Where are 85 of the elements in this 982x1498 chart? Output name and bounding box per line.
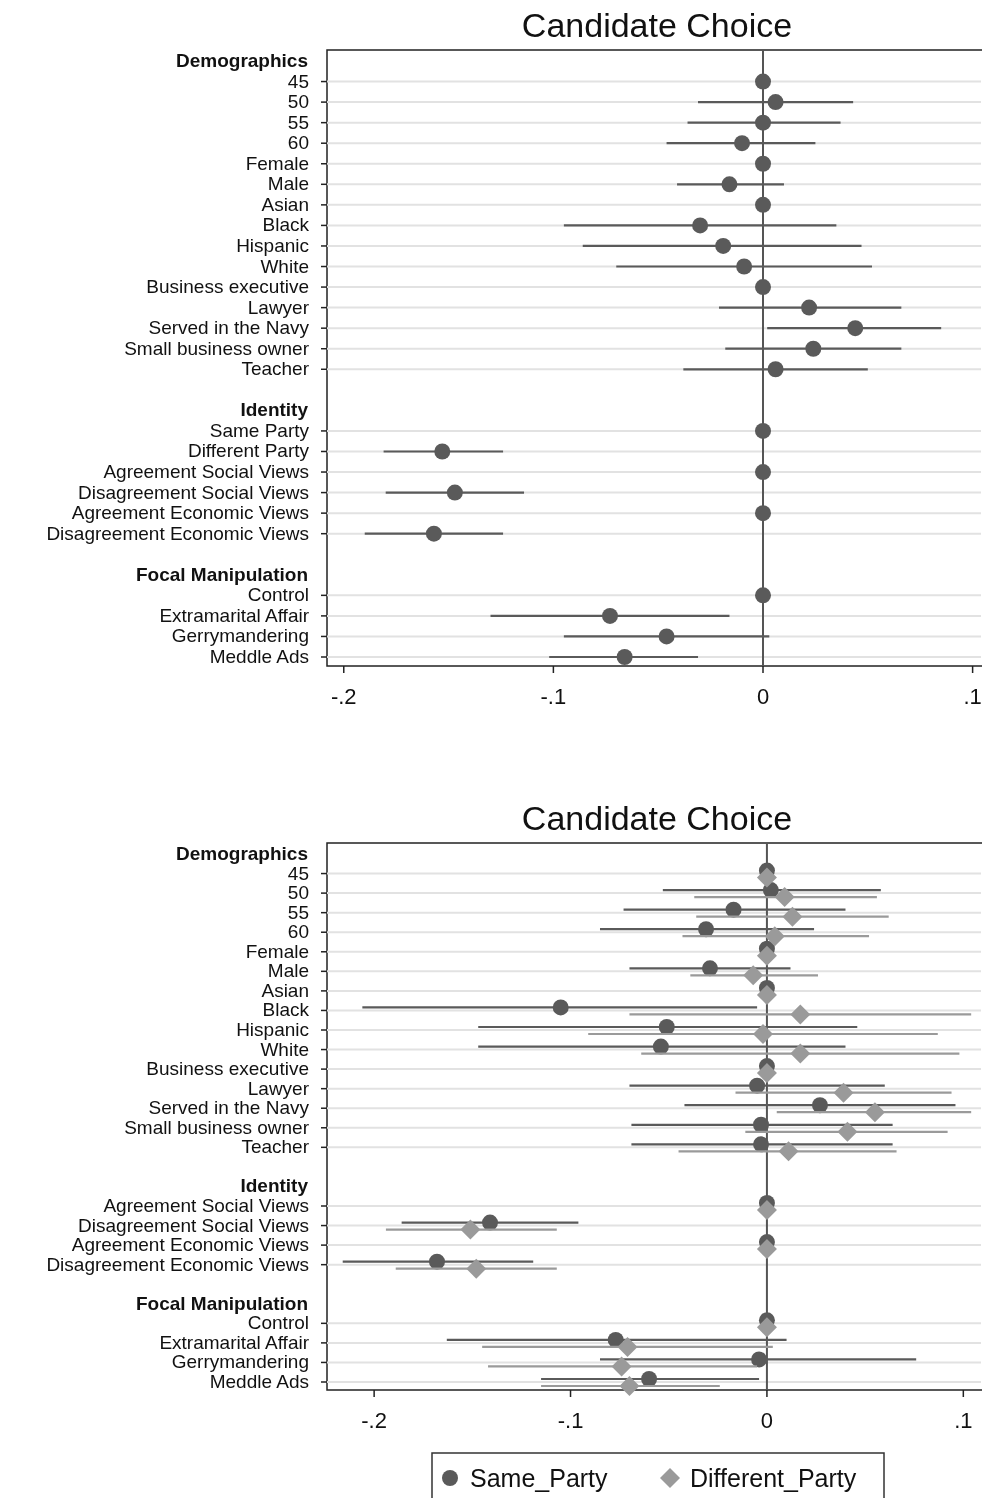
point (767, 361, 784, 378)
y-tick-label: Gerrymandering (171, 1351, 309, 1373)
y-tick-label: Focal Manipulation (135, 1292, 308, 1314)
y-tick-label: Small business owner (124, 337, 310, 359)
y-tick-label: Asian (261, 193, 309, 215)
y-tick-label: Identity (240, 1175, 309, 1197)
y-tick-label: Meddle Ads (209, 646, 309, 667)
point (616, 649, 633, 665)
y-tick-label: Same Party (209, 419, 310, 441)
y-tick-label: Demographics (176, 843, 308, 864)
y-tick-label: Male (267, 173, 309, 195)
y-tick-label: 50 (287, 91, 309, 113)
x-tick-label: 0 (756, 684, 770, 709)
x-tick-label: .1 (963, 684, 982, 709)
y-tick-label: Demographics (176, 50, 308, 71)
y-tick-label: Meddle Ads (209, 1371, 309, 1392)
y-tick-label: 55 (287, 111, 309, 133)
point (755, 279, 771, 296)
legend-label: Same_Party (470, 1464, 609, 1492)
y-tick-label: Black (262, 214, 310, 236)
y-tick-label: Identity (240, 399, 309, 421)
point (805, 340, 822, 357)
point (425, 525, 442, 542)
point (658, 628, 675, 645)
y-tick-label: Gerrymandering (171, 625, 309, 647)
y-tick-label: Agreement Social Views (103, 1195, 309, 1216)
y-tick-label: Business executive (146, 276, 309, 298)
point (715, 237, 732, 254)
point (721, 176, 738, 193)
y-tick-label: Served in the Navy (148, 317, 310, 339)
y-tick-label: Teacher (241, 358, 310, 380)
x-tick-label: -.1 (540, 684, 567, 709)
y-tick-label: Control (247, 1312, 309, 1334)
point (801, 299, 818, 316)
chart-title: Candidate Choice (521, 799, 793, 837)
point (755, 73, 771, 90)
point (767, 94, 784, 111)
point (434, 443, 451, 460)
y-tick-label: Extramarital Affair (159, 1331, 310, 1353)
point (692, 217, 709, 234)
y-tick-label: Lawyer (247, 296, 310, 318)
point (755, 422, 771, 439)
point (755, 196, 771, 213)
y-tick-label: Control (247, 584, 309, 606)
legend-label: Different_Party (690, 1464, 857, 1492)
point (446, 484, 463, 501)
y-tick-label: Focal Manipulation (135, 563, 308, 585)
chart-title: Candidate Choice (521, 6, 793, 44)
x-tick-label: -.1 (557, 1408, 584, 1433)
point (734, 135, 751, 152)
point (755, 587, 771, 604)
y-tick-label: Teacher (241, 1136, 310, 1158)
y-tick-label: Extramarital Affair (159, 604, 310, 626)
y-tick-label: 55 (287, 901, 309, 923)
y-tick-label: 45 (287, 862, 309, 884)
y-tick-label: Different Party (187, 440, 310, 462)
y-tick-label: Lawyer (247, 1077, 310, 1099)
point (755, 114, 771, 131)
y-tick-label: Business executive (146, 1058, 309, 1080)
y-tick-label: Female (245, 152, 309, 174)
point (601, 607, 618, 624)
point (736, 258, 753, 275)
y-tick-label: Agreement Economic Views (71, 502, 309, 524)
y-tick-label: Hispanic (236, 1019, 309, 1040)
point (755, 505, 771, 522)
y-tick-label: Hispanic (236, 234, 309, 256)
x-tick-label: .1 (954, 1408, 973, 1433)
x-tick-label: -.2 (361, 1408, 387, 1433)
y-tick-label: 60 (287, 132, 309, 154)
y-tick-label: Asian (261, 979, 309, 1001)
point (755, 155, 771, 172)
y-tick-label: White (260, 255, 309, 277)
y-tick-label: Black (262, 999, 310, 1021)
y-tick-label: Female (245, 940, 309, 962)
point (847, 320, 864, 337)
y-tick-label: 50 (287, 882, 309, 904)
y-tick-label: Agreement Social Views (103, 461, 309, 483)
y-tick-label: Disagreement Economic Views (46, 522, 309, 544)
y-tick-label: Male (267, 960, 309, 982)
y-tick-label: 60 (287, 921, 309, 943)
x-tick-label: -.2 (330, 684, 357, 709)
y-tick-label: Disagreement Social Views (78, 481, 309, 503)
x-tick-label: 0 (760, 1408, 774, 1433)
y-tick-label: 45 (287, 70, 309, 92)
point (755, 464, 771, 481)
